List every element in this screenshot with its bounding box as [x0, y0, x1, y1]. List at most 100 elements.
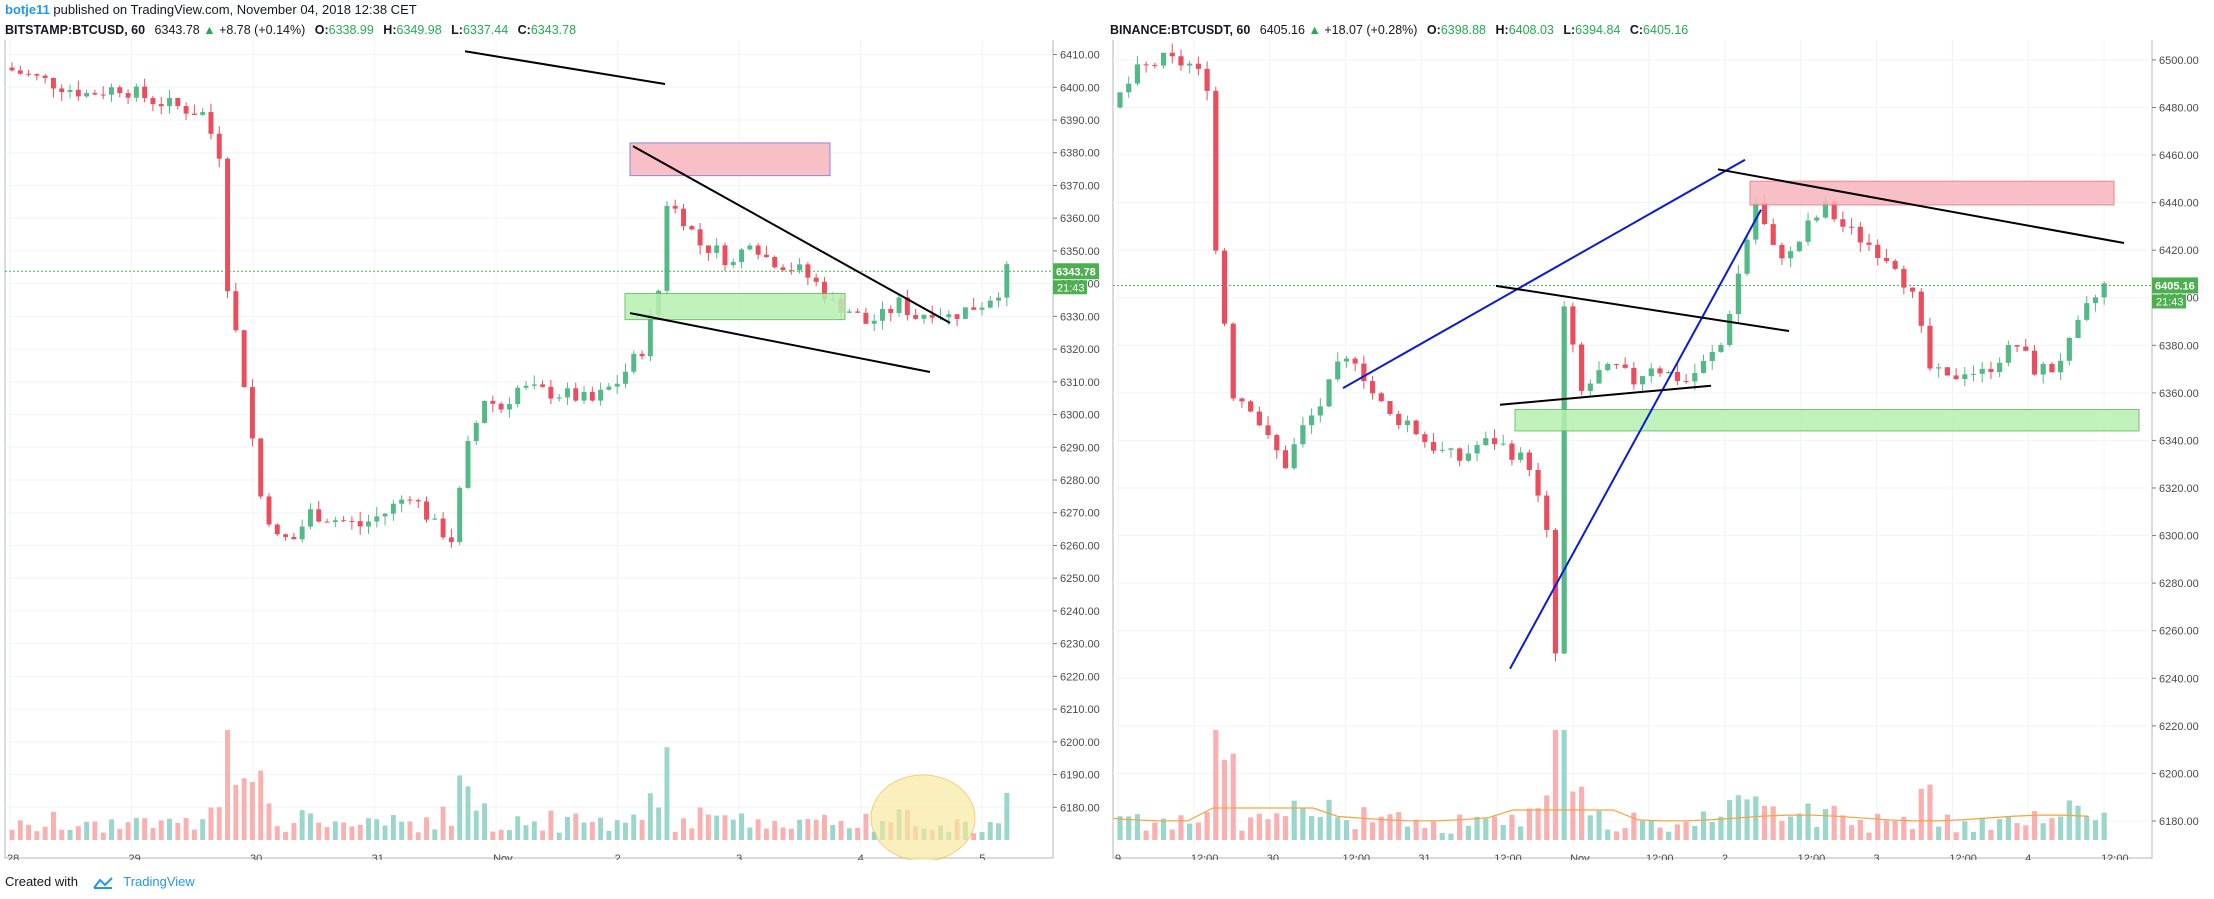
- candle-body: [996, 297, 1002, 301]
- author-link[interactable]: botje11: [5, 2, 50, 17]
- volume-bar: [1369, 822, 1376, 840]
- candle-body: [1134, 64, 1141, 84]
- candle-body: [1857, 226, 1863, 243]
- candle-body: [971, 307, 977, 310]
- footer: Created with TradingView: [0, 870, 195, 894]
- candle-body: [946, 314, 952, 318]
- candle-body: [1430, 442, 1437, 451]
- volume-bar: [1918, 788, 1924, 840]
- y-tick-label: 6300.00: [1060, 410, 1100, 422]
- volume-bar: [2040, 823, 2046, 840]
- volume-bar: [125, 822, 131, 840]
- candle-body: [1622, 364, 1628, 368]
- volume-bar: [341, 822, 347, 840]
- y-tick-label: 6180.00: [1060, 802, 1100, 814]
- candle-body: [92, 93, 98, 95]
- volume-bar: [50, 811, 56, 840]
- btcusd-chart[interactable]: 6410.00 6400.00 6390.00 6380.00 6370.00 6360.…: [0, 40, 1105, 860]
- candle-body: [133, 86, 139, 98]
- left-close-label: C:: [517, 23, 531, 37]
- candle-body: [2040, 364, 2046, 375]
- left-last: 6343.78: [154, 23, 200, 37]
- y-tick-label: 6320.00: [2159, 483, 2199, 495]
- candle-body: [904, 297, 910, 316]
- candle-body: [1483, 438, 1489, 446]
- black-trendline: [1499, 384, 1712, 406]
- volume-bar: [1430, 821, 1437, 840]
- x-tick-label: 2: [1722, 853, 1728, 860]
- candle-body: [1840, 219, 1846, 227]
- publish-header: botje11 published on TradingView.com, No…: [0, 0, 2214, 20]
- candle-body: [175, 97, 181, 107]
- volume-bar: [2014, 823, 2020, 840]
- volume-bar: [581, 822, 587, 840]
- candle-body: [2066, 337, 2072, 361]
- volume-bar: [142, 818, 148, 840]
- candle-body: [67, 89, 73, 92]
- volume-bar: [482, 803, 488, 840]
- candle-body: [1274, 435, 1280, 451]
- volume-bar: [1788, 816, 1794, 840]
- candle-body: [225, 158, 231, 292]
- x-tick-label: 12:00: [1494, 853, 1522, 860]
- candle-body: [1335, 361, 1341, 380]
- candle-body: [962, 307, 968, 319]
- volume-bar: [1692, 825, 1698, 840]
- volume-bar: [233, 784, 239, 840]
- volume-bar: [1587, 815, 1593, 840]
- candle-body: [880, 308, 885, 321]
- candle-body: [341, 520, 347, 522]
- volume-bar: [1561, 730, 1567, 840]
- candle-body: [1265, 425, 1271, 436]
- candle-body: [208, 112, 214, 134]
- candle-body: [1143, 64, 1149, 66]
- volume-bar: [1805, 803, 1811, 840]
- volume-bar: [84, 821, 90, 840]
- candle-body: [797, 264, 803, 271]
- volume-bar: [2092, 820, 2099, 840]
- candle-body: [1936, 367, 1942, 369]
- candle-body: [548, 386, 554, 399]
- candle-body: [896, 297, 902, 313]
- candle-body: [1369, 381, 1376, 394]
- candle-body: [1727, 314, 1733, 345]
- volume-bar: [1160, 818, 1167, 840]
- candle-body: [1988, 368, 1994, 372]
- candle-body: [1526, 452, 1532, 470]
- volume-bar: [1840, 815, 1846, 840]
- candle-body: [1004, 264, 1010, 298]
- candle-body: [349, 521, 355, 523]
- y-tick-label: 6340.00: [2159, 435, 2199, 447]
- volume-bar: [1552, 730, 1559, 840]
- candle-body: [1509, 443, 1515, 460]
- volume-bar: [1666, 831, 1672, 840]
- candle-body: [581, 391, 587, 401]
- x-tick-label: 3: [1874, 853, 1880, 860]
- volume-bar: [1457, 814, 1463, 840]
- candle-body: [805, 264, 811, 278]
- volume-bar: [498, 829, 504, 840]
- volume-bar: [92, 821, 98, 840]
- candle-body: [1831, 201, 1837, 220]
- candle-body: [324, 521, 330, 523]
- volume-bar: [1500, 825, 1506, 840]
- volume-bar: [1796, 813, 1802, 840]
- candle-body: [407, 499, 413, 501]
- candle-body: [1457, 448, 1463, 461]
- volume-bar: [730, 819, 736, 840]
- volume-bar: [2049, 818, 2055, 840]
- volume-bar: [1761, 805, 1768, 840]
- volume-bar: [664, 747, 670, 840]
- tradingview-link[interactable]: TradingView: [123, 874, 195, 889]
- volume-bar: [1901, 816, 1907, 840]
- black-trendline: [1495, 284, 1790, 333]
- volume-bar: [1683, 821, 1689, 840]
- volume-bar: [846, 828, 852, 840]
- volume-bar: [1326, 799, 1332, 840]
- candle-body: [564, 388, 570, 398]
- candle-body: [1300, 425, 1306, 445]
- btcusdt-chart[interactable]: 6500.006480.006460.006440.006420.006400.…: [1108, 40, 2214, 860]
- volume-bar: [589, 821, 595, 840]
- candle-body: [913, 315, 919, 319]
- volume-bar: [1979, 817, 1985, 840]
